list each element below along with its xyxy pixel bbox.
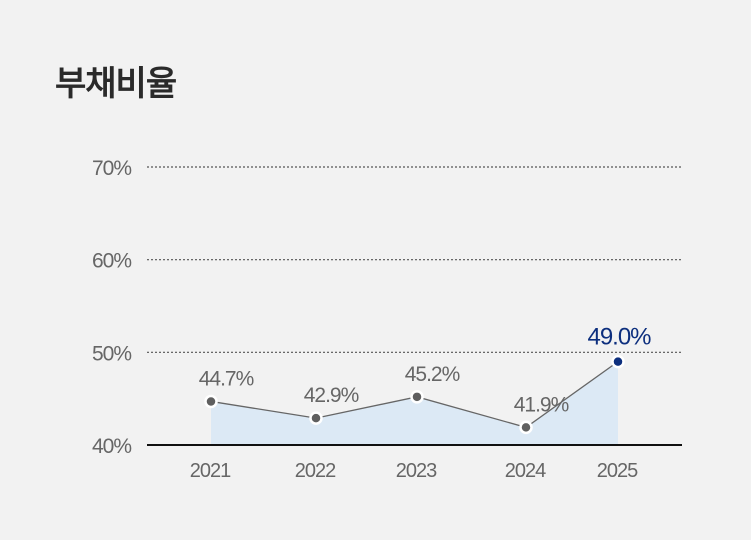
data-point (611, 354, 625, 369)
data-point (309, 411, 323, 425)
data-point (410, 390, 424, 404)
data-label: 44.7% (199, 367, 254, 390)
y-tick-label: 50% (92, 342, 131, 365)
area-fill (211, 361, 618, 445)
data-point (519, 420, 533, 435)
x-tick-label: 2021 (190, 460, 231, 482)
data-label: 41.9% (514, 393, 569, 416)
x-tick-label: 2025 (597, 460, 638, 482)
data-point (204, 394, 218, 409)
chart-title: 부채비율 (55, 64, 177, 104)
x-tick-label: 2022 (295, 460, 336, 482)
data-label: 42.9% (304, 384, 359, 407)
data-label: 45.2% (405, 363, 460, 386)
data-label: 49.0% (587, 324, 651, 351)
y-tick-label: 60% (92, 250, 131, 273)
y-tick-label: 70% (92, 157, 131, 180)
y-tick-label: 40% (92, 435, 131, 458)
x-tick-label: 2024 (505, 460, 546, 482)
x-tick-label: 2023 (396, 460, 437, 482)
